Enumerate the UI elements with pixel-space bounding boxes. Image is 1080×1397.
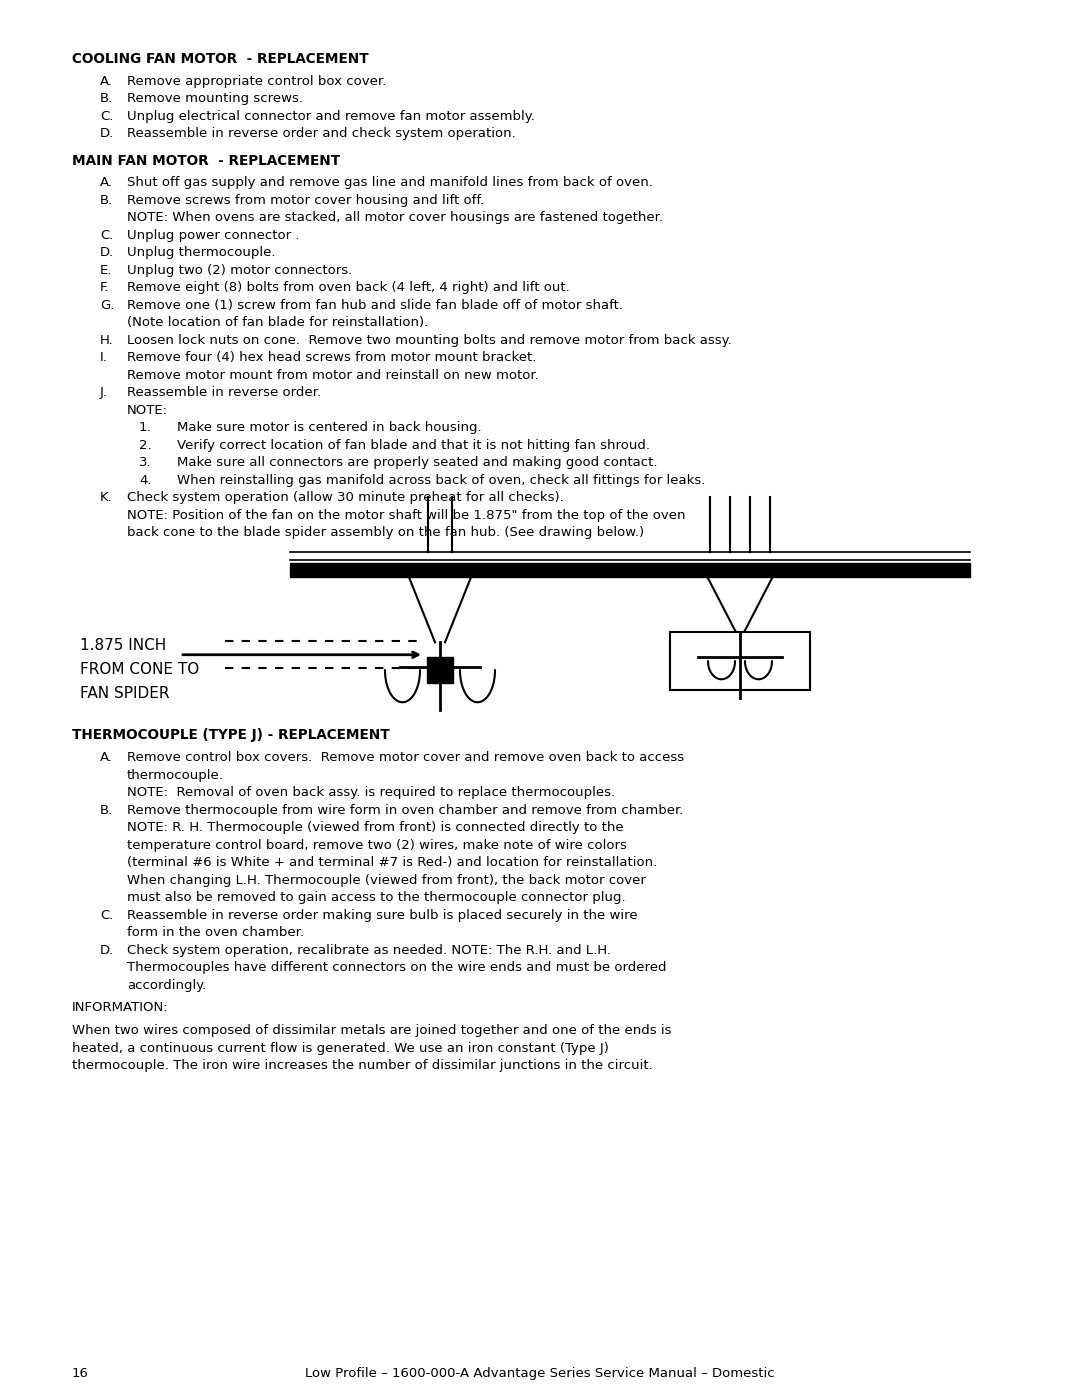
Text: Remove screws from motor cover housing and lift off.: Remove screws from motor cover housing a… <box>127 194 484 207</box>
Text: (terminal #6 is White + and terminal #7 is Red-) and location for reinstallation: (terminal #6 is White + and terminal #7 … <box>127 856 658 869</box>
Text: 16: 16 <box>72 1368 89 1380</box>
Text: heated, a continuous current flow is generated. We use an iron constant (Type J): heated, a continuous current flow is gen… <box>72 1042 609 1055</box>
Text: 2.: 2. <box>139 439 151 451</box>
Text: accordingly.: accordingly. <box>127 978 206 992</box>
Text: A.: A. <box>100 176 113 189</box>
Text: form in the oven chamber.: form in the oven chamber. <box>127 926 303 939</box>
Text: A.: A. <box>100 75 113 88</box>
Text: D.: D. <box>100 127 114 140</box>
Text: Verify correct location of fan blade and that it is not hitting fan shroud.: Verify correct location of fan blade and… <box>177 439 650 451</box>
Text: FROM CONE TO: FROM CONE TO <box>80 662 199 678</box>
Text: Reassemble in reverse order.: Reassemble in reverse order. <box>127 386 321 400</box>
Text: When two wires composed of dissimilar metals are joined together and one of the : When two wires composed of dissimilar me… <box>72 1024 672 1037</box>
Text: Remove thermocouple from wire form in oven chamber and remove from chamber.: Remove thermocouple from wire form in ov… <box>127 803 684 816</box>
Text: COOLING FAN MOTOR  - REPLACEMENT: COOLING FAN MOTOR - REPLACEMENT <box>72 52 368 66</box>
Text: Check system operation, recalibrate as needed. NOTE: The R.H. and L.H.: Check system operation, recalibrate as n… <box>127 943 611 957</box>
Text: Shut off gas supply and remove gas line and manifold lines from back of oven.: Shut off gas supply and remove gas line … <box>127 176 653 189</box>
Text: H.: H. <box>100 334 113 346</box>
Text: back cone to the blade spider assembly on the fan hub. (See drawing below.): back cone to the blade spider assembly o… <box>127 527 644 539</box>
Text: When changing L.H. Thermocouple (viewed from front), the back motor cover: When changing L.H. Thermocouple (viewed … <box>127 873 646 887</box>
Text: Make sure motor is centered in back housing.: Make sure motor is centered in back hous… <box>177 422 482 434</box>
Text: must also be removed to gain access to the thermocouple connector plug.: must also be removed to gain access to t… <box>127 891 625 904</box>
Text: Reassemble in reverse order making sure bulb is placed securely in the wire: Reassemble in reverse order making sure … <box>127 908 637 922</box>
Text: 3.: 3. <box>139 457 151 469</box>
Bar <box>670 633 810 690</box>
Text: FAN SPIDER: FAN SPIDER <box>80 686 170 701</box>
Bar <box>291 563 970 577</box>
Text: J.: J. <box>100 386 108 400</box>
Text: Unplug power connector .: Unplug power connector . <box>127 229 299 242</box>
Text: INFORMATION:: INFORMATION: <box>72 1002 168 1014</box>
Text: Unplug thermocouple.: Unplug thermocouple. <box>127 246 275 260</box>
Text: Check system operation (allow 30 minute preheat for all checks).: Check system operation (allow 30 minute … <box>127 492 564 504</box>
Text: C.: C. <box>100 110 113 123</box>
Text: Reassemble in reverse order and check system operation.: Reassemble in reverse order and check sy… <box>127 127 516 140</box>
Text: G.: G. <box>100 299 114 312</box>
Text: 1.875 INCH: 1.875 INCH <box>80 638 166 654</box>
Text: NOTE: Position of the fan on the motor shaft will be 1.875" from the top of the : NOTE: Position of the fan on the motor s… <box>127 509 686 521</box>
Text: Loosen lock nuts on cone.  Remove two mounting bolts and remove motor from back : Loosen lock nuts on cone. Remove two mou… <box>127 334 732 346</box>
Text: Unplug electrical connector and remove fan motor assembly.: Unplug electrical connector and remove f… <box>127 110 535 123</box>
Text: B.: B. <box>100 92 113 105</box>
Text: Remove motor mount from motor and reinstall on new motor.: Remove motor mount from motor and reinst… <box>127 369 539 381</box>
Text: Remove control box covers.  Remove motor cover and remove oven back to access: Remove control box covers. Remove motor … <box>127 752 684 764</box>
Text: C.: C. <box>100 229 113 242</box>
Text: K.: K. <box>100 492 112 504</box>
Text: NOTE: R. H. Thermocouple (viewed from front) is connected directly to the: NOTE: R. H. Thermocouple (viewed from fr… <box>127 821 623 834</box>
Text: Remove four (4) hex head screws from motor mount bracket.: Remove four (4) hex head screws from mot… <box>127 351 537 365</box>
Text: C.: C. <box>100 908 113 922</box>
Text: F.: F. <box>100 281 109 295</box>
Text: D.: D. <box>100 246 114 260</box>
Text: Remove mounting screws.: Remove mounting screws. <box>127 92 303 105</box>
Text: Make sure all connectors are properly seated and making good contact.: Make sure all connectors are properly se… <box>177 457 658 469</box>
Text: MAIN FAN MOTOR  - REPLACEMENT: MAIN FAN MOTOR - REPLACEMENT <box>72 154 340 168</box>
Text: thermocouple. The iron wire increases the number of dissimilar junctions in the : thermocouple. The iron wire increases th… <box>72 1059 652 1071</box>
Text: NOTE:: NOTE: <box>127 404 168 416</box>
Text: I.: I. <box>100 351 108 365</box>
Text: D.: D. <box>100 943 114 957</box>
Text: Remove eight (8) bolts from oven back (4 left, 4 right) and lift out.: Remove eight (8) bolts from oven back (4… <box>127 281 570 295</box>
Text: (Note location of fan blade for reinstallation).: (Note location of fan blade for reinstal… <box>127 316 429 330</box>
Text: Unplug two (2) motor connectors.: Unplug two (2) motor connectors. <box>127 264 352 277</box>
Text: NOTE:  Removal of oven back assy. is required to replace thermocouples.: NOTE: Removal of oven back assy. is requ… <box>127 787 616 799</box>
Text: When reinstalling gas manifold across back of oven, check all fittings for leaks: When reinstalling gas manifold across ba… <box>177 474 705 486</box>
Text: NOTE: When ovens are stacked, all motor cover housings are fastened together.: NOTE: When ovens are stacked, all motor … <box>127 211 663 225</box>
Text: B.: B. <box>100 194 113 207</box>
Text: 1.: 1. <box>139 422 151 434</box>
Text: THERMOCOUPLE (TYPE J) - REPLACEMENT: THERMOCOUPLE (TYPE J) - REPLACEMENT <box>72 728 390 742</box>
Text: Thermocouples have different connectors on the wire ends and must be ordered: Thermocouples have different connectors … <box>127 961 666 974</box>
Text: Remove appropriate control box cover.: Remove appropriate control box cover. <box>127 75 387 88</box>
Text: A.: A. <box>100 752 113 764</box>
Text: B.: B. <box>100 803 113 816</box>
Text: Low Profile – 1600-000-A Advantage Series Service Manual – Domestic: Low Profile – 1600-000-A Advantage Serie… <box>306 1368 774 1380</box>
Text: temperature control board, remove two (2) wires, make note of wire colors: temperature control board, remove two (2… <box>127 838 626 852</box>
Text: E.: E. <box>100 264 112 277</box>
Text: Remove one (1) screw from fan hub and slide fan blade off of motor shaft.: Remove one (1) screw from fan hub and sl… <box>127 299 623 312</box>
Text: thermocouple.: thermocouple. <box>127 768 224 781</box>
Text: 4.: 4. <box>139 474 151 486</box>
Bar <box>427 657 453 683</box>
